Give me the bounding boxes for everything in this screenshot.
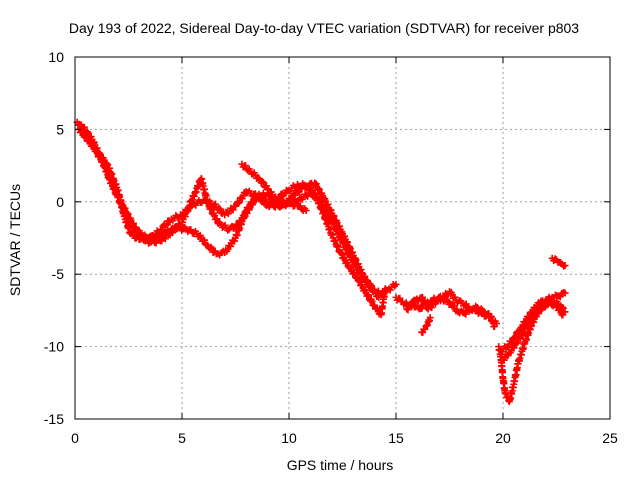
data-series-track-11: [548, 254, 569, 270]
x-tick-label: 0: [71, 430, 79, 446]
x-tick-label: 5: [178, 430, 186, 446]
y-tick-label: 10: [48, 49, 64, 65]
axis-ticks: 0 5 10 15 20 25 -15 -10 -5 0 5 10: [44, 49, 618, 446]
data-series-track-4: [238, 160, 310, 215]
plot-frame: [74, 56, 611, 420]
x-tick-label: 15: [388, 430, 404, 446]
data-series-track-7: [418, 314, 434, 336]
x-axis-label: GPS time / hours: [287, 457, 394, 473]
x-tick-label: 10: [281, 430, 297, 446]
y-tick-label: 5: [56, 121, 64, 137]
data-series-track-6: [403, 292, 498, 331]
chart-title: Day 193 of 2022, Sidereal Day-to-day VTE…: [69, 20, 579, 36]
grid-lines: [75, 57, 610, 419]
data-series-track-10: [499, 297, 569, 364]
y-tick-label: -5: [52, 266, 65, 282]
x-tick-label: 25: [602, 430, 618, 446]
x-tick-label: 20: [495, 430, 511, 446]
data-points: [73, 118, 569, 406]
data-series-track-9: [497, 288, 569, 356]
y-tick-label: 0: [56, 194, 64, 210]
y-axis-label: SDTVAR / TECUs: [7, 184, 23, 296]
y-tick-label: -10: [44, 339, 64, 355]
y-tick-label: -15: [44, 411, 64, 427]
